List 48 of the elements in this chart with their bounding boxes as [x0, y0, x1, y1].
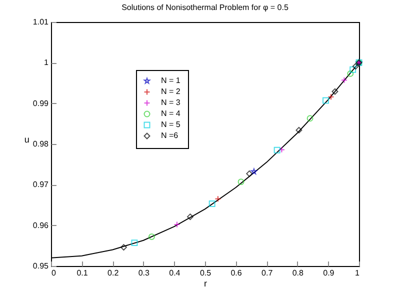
- legend-label: N = 3: [161, 98, 181, 107]
- point: [131, 240, 138, 246]
- point: [186, 214, 194, 220]
- point: [350, 66, 356, 73]
- y-tick-label: 1.01: [32, 18, 50, 26]
- x-tick-label: 0.6: [230, 268, 242, 278]
- x-axis-title: r: [204, 278, 207, 288]
- y-tick-label: 1: [44, 58, 50, 68]
- x-tick-label: 0.4: [169, 268, 181, 278]
- x-tick-label: 0.1: [76, 268, 88, 278]
- point: [148, 233, 155, 240]
- x-tick-label: 1: [355, 268, 360, 278]
- point: [238, 178, 244, 186]
- point: [246, 170, 253, 177]
- point: [214, 196, 222, 202]
- point: [347, 70, 354, 77]
- y-tick-label: 0.96: [32, 220, 50, 230]
- point: [352, 63, 359, 70]
- point: [306, 115, 314, 122]
- point: [250, 168, 258, 174]
- point: [274, 146, 280, 154]
- point: [332, 88, 338, 95]
- legend-label: N = 4: [161, 109, 181, 118]
- point: [340, 76, 348, 84]
- x-tick-label: 0.3: [138, 268, 150, 278]
- y-tick-label: 0.97: [32, 180, 50, 190]
- y-tick-label: 0.99: [32, 98, 50, 108]
- point: [278, 146, 285, 153]
- point: [296, 126, 302, 134]
- x-tick-label: 0.5: [200, 268, 212, 278]
- point: [208, 200, 216, 208]
- x-tick-label: 0.9: [323, 268, 335, 278]
- point: [120, 244, 127, 251]
- point: [322, 97, 329, 104]
- y-tick-label: 0.95: [32, 262, 50, 270]
- y-axis-title: u: [24, 134, 30, 144]
- x-tick-label: 0.8: [292, 268, 304, 278]
- point: [174, 221, 180, 228]
- point: [328, 94, 334, 100]
- legend-label: N =6: [161, 131, 179, 140]
- chart-title: Solutions of Nonisothermal Problem for φ = 0.5: [122, 3, 289, 12]
- y-tick-label: 0.98: [32, 140, 50, 148]
- x-tick-label: 0.2: [108, 268, 120, 278]
- legend-label: N = 1: [161, 76, 181, 85]
- x-tick-label: 0: [52, 268, 56, 278]
- legend-label: N = 5: [161, 120, 181, 129]
- x-tick-label: 0.7: [262, 268, 274, 278]
- legend-label: N = 2: [161, 87, 181, 96]
